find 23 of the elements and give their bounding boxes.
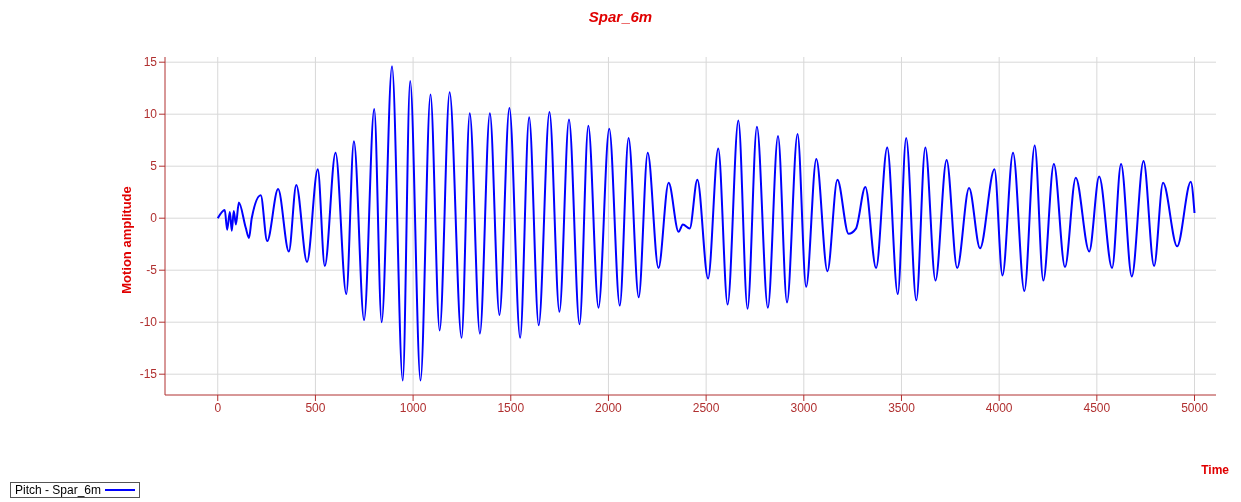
- chart-title: Spar_6m: [587, 8, 654, 25]
- y-tick-label: -10: [139, 315, 158, 330]
- x-tick-label: 4500: [1083, 400, 1111, 415]
- line-series: [216, 65, 1196, 382]
- x-tick-label: 1000: [399, 400, 427, 415]
- x-tick-label: 500: [305, 400, 326, 415]
- y-tick-label: 0: [150, 211, 158, 226]
- y-tick-label: 5: [150, 159, 158, 174]
- y-tick-label: -5: [146, 263, 158, 278]
- x-tick-label: 0: [214, 400, 222, 415]
- x-tick-label: 1500: [497, 400, 525, 415]
- y-tick-label: 15: [143, 55, 158, 70]
- x-tick-label: 2500: [692, 400, 720, 415]
- x-tick-label: 2000: [595, 400, 623, 415]
- x-tick-label: 5000: [1181, 400, 1209, 415]
- x-tick-label: 3000: [790, 400, 818, 415]
- y-axis-title: Motion amplitude: [118, 186, 134, 294]
- x-tick-label: 4000: [985, 400, 1013, 415]
- y-tick-label: -15: [139, 367, 158, 382]
- y-tick-label: 10: [143, 107, 158, 122]
- legend-label: Pitch - Spar_6m: [15, 483, 102, 497]
- x-tick-label: 3500: [888, 400, 916, 415]
- x-axis-title: Time: [1201, 463, 1229, 477]
